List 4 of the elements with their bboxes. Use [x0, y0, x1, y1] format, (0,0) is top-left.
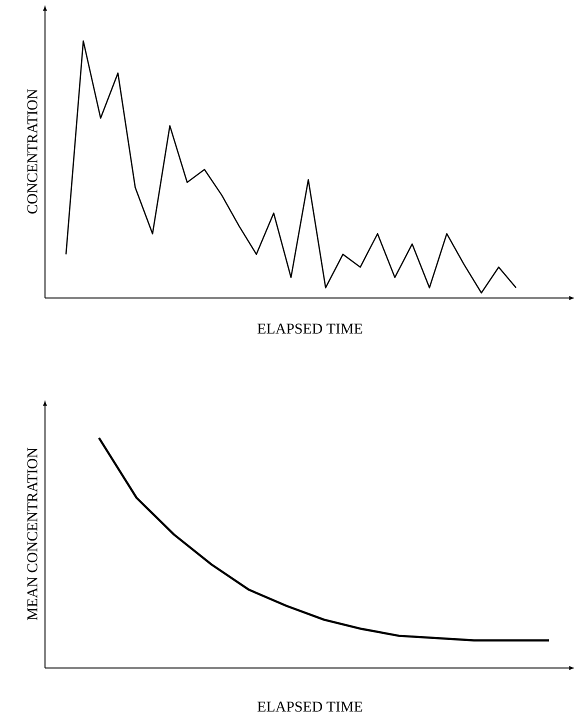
- x-axis-title: ELAPSED TIME: [258, 702, 362, 712]
- x-axis-title: ELAPSED TIME: [258, 324, 362, 334]
- y-axis-title: MEAN CONCENTRATION: [27, 448, 38, 620]
- y-axis-title: CONCENTRATION: [27, 89, 38, 214]
